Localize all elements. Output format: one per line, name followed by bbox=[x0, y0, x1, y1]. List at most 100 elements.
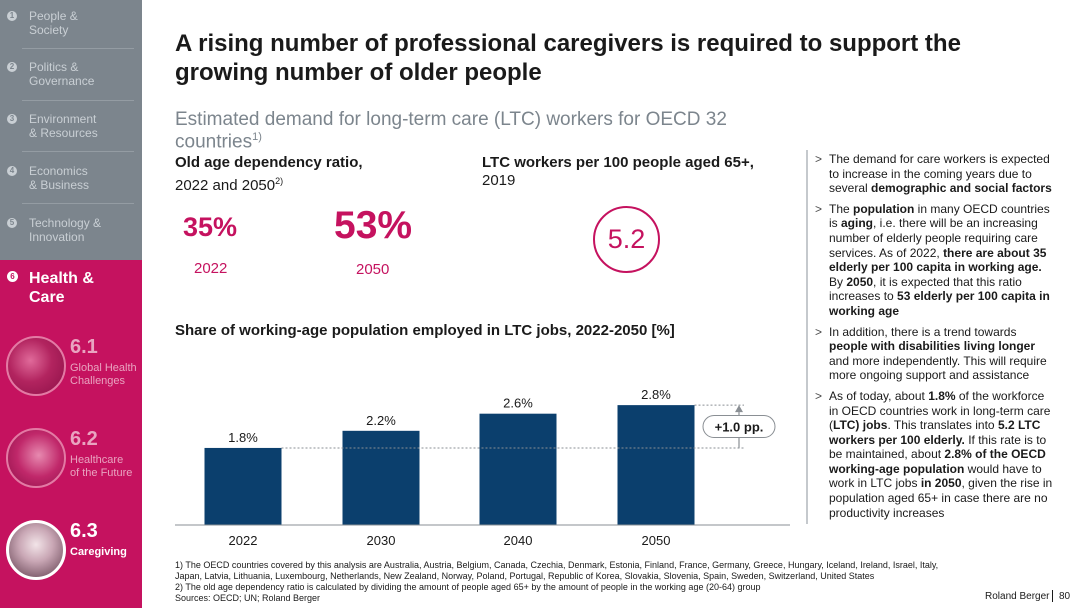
kpi-dependency-label-rest: 2022 and 2050 bbox=[175, 177, 276, 194]
nav-number-icon: 2 bbox=[7, 62, 17, 72]
key-point-emphasis: 1.8% bbox=[928, 388, 956, 403]
key-points-list: The demand for care workers is expected … bbox=[815, 152, 1055, 526]
annotation-arrow-head bbox=[735, 405, 743, 413]
subnav-label: Caregiving bbox=[70, 546, 127, 558]
nav-item-label: Environment & Resources bbox=[29, 112, 98, 140]
key-point-text: in many OECD countries is bbox=[829, 201, 1050, 231]
page-subtitle: Estimated demand for long-term care (LTC… bbox=[175, 109, 815, 153]
nav-number-icon: 6 bbox=[7, 271, 18, 282]
nav-divider bbox=[22, 48, 134, 49]
key-point-text: , it is expected that this ratio increas… bbox=[829, 274, 1022, 304]
key-point-text: In addition, there is a trend towards bbox=[829, 324, 1017, 339]
nav-divider bbox=[22, 151, 134, 152]
subnav-number: 6.3 bbox=[70, 520, 98, 542]
nav-item-label: Economics & Business bbox=[29, 164, 90, 192]
nav-divider bbox=[22, 100, 134, 101]
page-number: 80 bbox=[1059, 591, 1071, 602]
brand-name: Roland Berger bbox=[985, 591, 1050, 602]
column-divider bbox=[806, 150, 808, 524]
key-point-item: The population in many OECD countries is… bbox=[815, 202, 1055, 319]
nav-number-icon: 3 bbox=[7, 114, 17, 124]
nav-number-icon: 5 bbox=[7, 218, 17, 228]
key-point-emphasis: aging bbox=[841, 216, 873, 231]
annotation-label: +1.0 pp. bbox=[715, 420, 764, 435]
key-point-text: , i.e. there will be an increasing numbe… bbox=[829, 216, 1038, 260]
bar-2040 bbox=[479, 413, 557, 525]
footnote-line: Japan, Latvia, Lithuania, Luxembourg, Ne… bbox=[175, 571, 875, 581]
key-point-item: The demand for care workers is expected … bbox=[815, 152, 1055, 196]
key-point-emphasis: people with disabilities living longer bbox=[829, 339, 1036, 354]
key-point-emphasis: there are about 35 elderly per 100 capit… bbox=[829, 245, 1047, 275]
bar-2050 bbox=[617, 405, 695, 525]
kpi-ltc-value: 5.2 bbox=[593, 206, 660, 273]
key-point-text: would have to work in LTC jobs bbox=[829, 461, 1042, 491]
kpi-year-2050: 2050 bbox=[356, 261, 390, 278]
key-point-item: As of today, about 1.8% of the workforce… bbox=[815, 389, 1055, 520]
key-point-emphasis: 5.2 LTC workers per 100 elderly. bbox=[829, 418, 1041, 447]
bar-chart: 1.8% 2022 2.2% 2030 2.6% 2040 2.8% 2050 +1.0 pp. bbox=[175, 387, 790, 548]
chart-title: Share of working-age population employed… bbox=[175, 322, 675, 339]
key-point-text: As of today, about bbox=[829, 388, 929, 403]
nav-divider bbox=[22, 203, 134, 204]
key-point-emphasis: in 2050 bbox=[920, 476, 962, 491]
key-point-item: In addition, there is a trend towards pe… bbox=[815, 325, 1055, 383]
footer-divider bbox=[1052, 590, 1053, 602]
subnav-label: Global Health Challenges bbox=[70, 362, 137, 387]
kpi-value-2050: 53% bbox=[334, 204, 413, 247]
subnav-number: 6.2 bbox=[70, 428, 98, 450]
section-sidebar: 1 People & Society 2 Politics & Governan… bbox=[0, 0, 142, 608]
annotation-pill bbox=[702, 415, 776, 439]
bar-value-label: 1.8% bbox=[228, 430, 258, 445]
key-point-text: If this rate is to be maintained, about bbox=[829, 432, 1047, 462]
key-point-text: , given the rise in population aged 65+ … bbox=[829, 476, 1053, 520]
key-point-emphasis: 2.8% of the OECD working-age population bbox=[829, 447, 1046, 476]
globe-image-icon bbox=[6, 336, 66, 396]
subnav-number: 6.1 bbox=[70, 336, 98, 358]
kpi-ltc-label-rest: 2019 bbox=[482, 172, 516, 189]
key-point-text: By bbox=[829, 274, 847, 289]
subtitle-footnote-ref: 1) bbox=[252, 131, 262, 143]
bar-value-label: 2.2% bbox=[366, 413, 396, 428]
subnav-item-healthcare-future[interactable]: 6.2 Healthcare of the Future bbox=[0, 428, 142, 508]
footnote-line: 1) The OECD countries covered by this an… bbox=[175, 560, 939, 570]
x-tick-label: 2022 bbox=[229, 533, 258, 548]
footnotes: 1) The OECD countries covered by this an… bbox=[175, 560, 955, 604]
key-point-emphasis: 2050 bbox=[846, 274, 874, 289]
subnav-label: Healthcare of the Future bbox=[70, 454, 133, 479]
kpi-ltc-label: LTC workers per 100 people aged 65+, 201… bbox=[482, 154, 754, 190]
bar-2022 bbox=[204, 447, 282, 525]
x-tick-label: 2040 bbox=[504, 533, 533, 548]
footnote-line: 2) The old age dependency ratio is calcu… bbox=[175, 582, 761, 592]
subtitle-text: Estimated demand for long-term care (LTC… bbox=[175, 109, 727, 153]
key-point-text: and more independently. This will requir… bbox=[829, 353, 1047, 383]
key-point-emphasis: 53 elderly per 100 capita in working age bbox=[829, 289, 1050, 318]
key-point-emphasis: LTC) jobs bbox=[833, 418, 888, 433]
subnav-item-caregiving[interactable]: 6.3 Caregiving bbox=[0, 520, 142, 600]
bar-value-label: 2.6% bbox=[503, 396, 533, 411]
nav-number-icon: 4 bbox=[7, 166, 17, 176]
nav-item-label: Technology & Innovation bbox=[29, 216, 102, 244]
nav-number-icon: 1 bbox=[7, 11, 17, 21]
kpi-dependency-label: Old age dependency ratio, 2022 and 20502… bbox=[175, 154, 363, 195]
kpi-value-2022: 35% bbox=[183, 212, 238, 242]
kpi-footnote-ref: 2) bbox=[275, 176, 284, 186]
nav-item-label: People & Society bbox=[29, 9, 78, 37]
key-point-emphasis: demographic and social factors bbox=[871, 181, 1052, 196]
x-tick-label: 2030 bbox=[367, 533, 396, 548]
key-point-text: The bbox=[829, 201, 854, 216]
key-point-emphasis: population bbox=[853, 201, 915, 216]
key-point-text: The demand for care workers is expected … bbox=[829, 152, 1050, 196]
nav-section-title: Health & Care bbox=[29, 270, 94, 306]
nav-section-health-care[interactable]: 6 Health & Care 6.1 Global Health Challe… bbox=[0, 260, 142, 608]
sources-line: Sources: OECD; UN; Roland Berger bbox=[175, 593, 321, 603]
kpi-dependency-label-bold: Old age dependency ratio, bbox=[175, 154, 363, 171]
kpi-ltc-label-bold: LTC workers per 100 people aged 65+, bbox=[482, 154, 754, 171]
page-title: A rising number of professional caregive… bbox=[175, 30, 961, 86]
key-point-text: . This translates into bbox=[887, 418, 998, 433]
bar-value-label: 2.8% bbox=[641, 387, 671, 402]
nav-item-label: Politics & Governance bbox=[29, 60, 95, 88]
subnav-item-global-health[interactable]: 6.1 Global Health Challenges bbox=[0, 336, 142, 416]
kpi-year-2022: 2022 bbox=[194, 260, 228, 277]
bar-2030 bbox=[342, 430, 420, 525]
caregiving-photo-icon bbox=[6, 520, 66, 580]
